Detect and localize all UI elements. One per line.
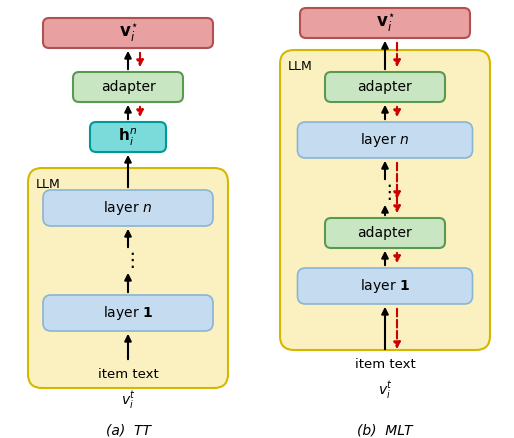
Text: $\vdots$: $\vdots$ <box>379 182 391 202</box>
Text: $v_{i}^{t}$: $v_{i}^{t}$ <box>377 379 393 401</box>
Text: adapter: adapter <box>358 80 412 94</box>
FancyBboxPatch shape <box>300 8 470 38</box>
Text: $\mathbf{h}_{i}^{n}$: $\mathbf{h}_{i}^{n}$ <box>119 127 138 148</box>
FancyBboxPatch shape <box>298 268 472 304</box>
FancyBboxPatch shape <box>43 18 213 48</box>
Text: adapter: adapter <box>358 226 412 240</box>
Text: $\mathbf{v}_{i}^{\star}$: $\mathbf{v}_{i}^{\star}$ <box>376 12 394 34</box>
Text: layer $n$: layer $n$ <box>360 131 410 149</box>
FancyBboxPatch shape <box>298 122 472 158</box>
Text: $\mathbf{v}_{i}^{\star}$: $\mathbf{v}_{i}^{\star}$ <box>119 22 137 44</box>
Text: layer $\mathbf{1}$: layer $\mathbf{1}$ <box>103 304 153 322</box>
Text: layer $\mathbf{1}$: layer $\mathbf{1}$ <box>360 277 410 295</box>
Text: $v_{i}^{t}$: $v_{i}^{t}$ <box>120 389 136 411</box>
Text: LLM: LLM <box>288 60 313 73</box>
Text: $\vdots$: $\vdots$ <box>122 250 134 270</box>
Text: adapter: adapter <box>101 80 155 94</box>
FancyBboxPatch shape <box>28 168 228 388</box>
Text: (a)  TT: (a) TT <box>105 423 151 437</box>
Text: LLM: LLM <box>36 177 61 191</box>
FancyBboxPatch shape <box>280 50 490 350</box>
Text: item text: item text <box>355 358 415 371</box>
Text: layer $n$: layer $n$ <box>103 199 153 217</box>
FancyBboxPatch shape <box>73 72 183 102</box>
FancyBboxPatch shape <box>43 295 213 331</box>
FancyBboxPatch shape <box>325 72 445 102</box>
FancyBboxPatch shape <box>43 190 213 226</box>
Text: item text: item text <box>98 368 158 381</box>
FancyBboxPatch shape <box>325 218 445 248</box>
FancyBboxPatch shape <box>90 122 166 152</box>
Text: (b)  MLT: (b) MLT <box>357 423 413 437</box>
